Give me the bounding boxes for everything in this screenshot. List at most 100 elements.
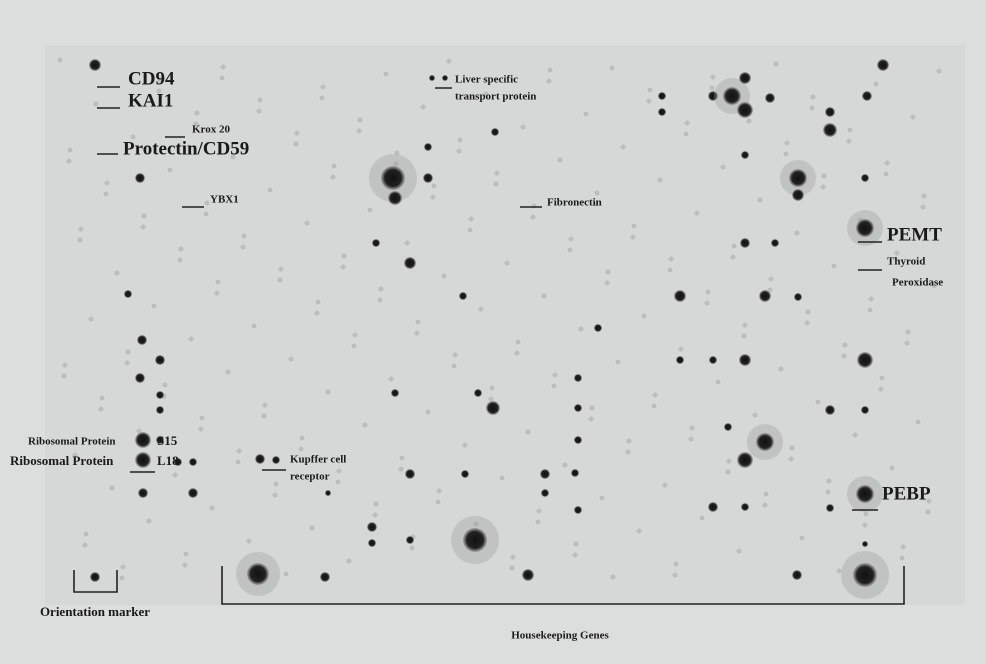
faint-spot (183, 563, 188, 568)
faint-spot (284, 572, 289, 577)
faint-spot (342, 254, 347, 259)
faint-spot (711, 75, 716, 80)
faint-spot (589, 417, 594, 422)
spot (825, 405, 835, 415)
faint-spot (795, 231, 800, 236)
faint-spot (168, 168, 173, 173)
faint-spot (537, 509, 542, 514)
spot (724, 423, 732, 431)
spot (826, 504, 834, 512)
faint-spot (242, 234, 247, 239)
spot (794, 293, 802, 301)
faint-spot (790, 446, 795, 451)
faint-spot (426, 410, 431, 415)
spot (423, 173, 433, 183)
faint-spot (626, 450, 631, 455)
faint-spot (463, 443, 468, 448)
faint-spot (378, 298, 383, 303)
faint-spot (337, 469, 342, 474)
spot (89, 59, 101, 71)
spot (792, 189, 804, 201)
faint-spot (316, 300, 321, 305)
spot (756, 433, 774, 451)
faint-spot (195, 111, 200, 116)
faint-spot (673, 573, 678, 578)
faint-spot (763, 503, 768, 508)
faint-spot (100, 396, 105, 401)
spot (135, 432, 151, 448)
faint-spot (410, 546, 415, 551)
faint-spot (457, 149, 462, 154)
faint-spot (79, 227, 84, 232)
faint-spot (584, 112, 589, 117)
faint-spot (67, 159, 72, 164)
faint-spot (784, 152, 789, 157)
faint-spot (83, 543, 88, 548)
faint-spot (274, 482, 279, 487)
faint-spot (879, 387, 884, 392)
spot (723, 87, 741, 105)
faint-spot (606, 270, 611, 275)
faint-spot (536, 520, 541, 525)
spot (442, 75, 448, 81)
faint-spot (363, 423, 368, 428)
faint-spot (764, 492, 769, 497)
faint-spot (747, 119, 752, 124)
faint-spot (373, 513, 378, 518)
faint-spot (758, 198, 763, 203)
spot (825, 107, 835, 117)
faint-spot (579, 327, 584, 332)
spot (674, 290, 686, 302)
faint-spot (141, 225, 146, 230)
faint-spot (236, 460, 241, 465)
faint-spot (353, 333, 358, 338)
faint-spot (911, 115, 916, 120)
spot (853, 563, 877, 587)
faint-spot (205, 201, 210, 206)
spot (739, 354, 751, 366)
faint-spot (332, 164, 337, 169)
faint-spot (916, 420, 921, 425)
faint-spot (357, 129, 362, 134)
faint-spot (653, 393, 658, 398)
faint-spot (705, 301, 710, 306)
faint-spot (258, 98, 263, 103)
spot (135, 452, 151, 468)
faint-spot (510, 566, 515, 571)
faint-spot (453, 353, 458, 358)
spot (367, 522, 377, 532)
spot (372, 239, 380, 247)
faint-spot (806, 310, 811, 315)
faint-spot (716, 380, 721, 385)
faint-spot (874, 82, 879, 87)
faint-spot (468, 228, 473, 233)
faint-spot (163, 383, 168, 388)
faint-spot (142, 214, 147, 219)
faint-spot (305, 221, 310, 226)
spot (741, 151, 749, 159)
faint-spot (147, 519, 152, 524)
spot (877, 59, 889, 71)
spot (862, 91, 872, 101)
faint-spot (78, 238, 83, 243)
faint-spot (937, 69, 942, 74)
spot (368, 539, 376, 547)
faint-spot (679, 347, 684, 352)
spot (594, 324, 602, 332)
spot (272, 456, 280, 464)
faint-spot (689, 437, 694, 442)
faint-spot (637, 529, 642, 534)
spot (574, 506, 582, 514)
faint-spot (99, 407, 104, 412)
faint-spot (184, 552, 189, 557)
faint-spot (125, 361, 130, 366)
spot (461, 470, 469, 478)
spot (658, 108, 666, 116)
faint-spot (690, 426, 695, 431)
faint-spot (810, 106, 815, 111)
spot (405, 469, 415, 479)
spot (135, 173, 145, 183)
faint-spot (516, 340, 521, 345)
faint-spot (574, 542, 579, 547)
spot (429, 75, 435, 81)
